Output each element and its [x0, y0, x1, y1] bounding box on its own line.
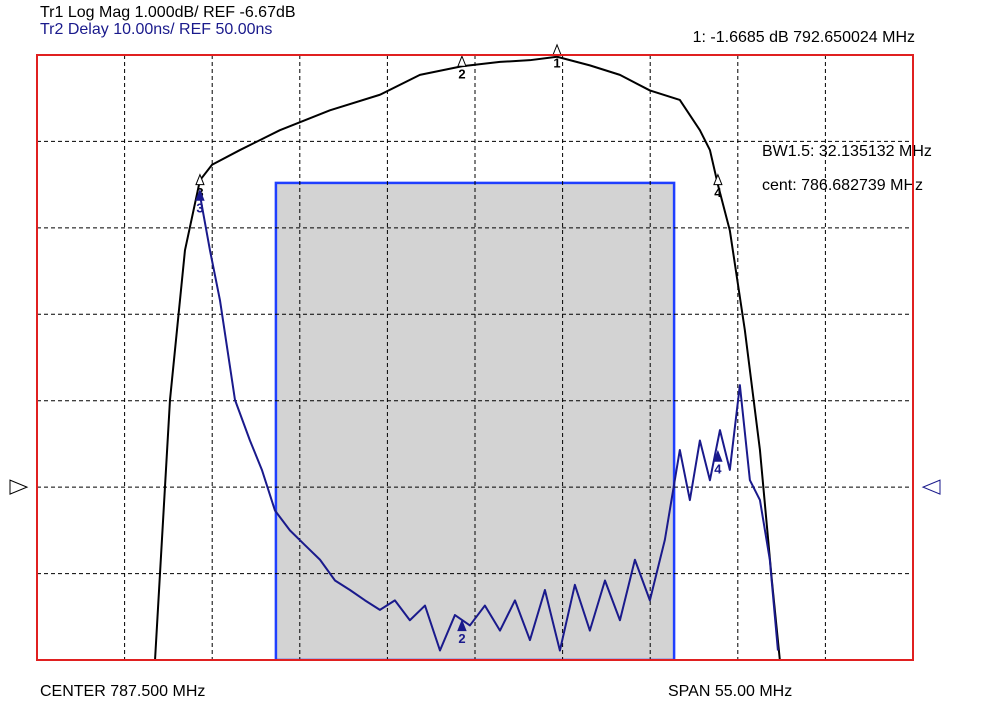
marker	[552, 43, 562, 56]
trace1-header: Tr1 Log Mag 1.000dB/ REF -6.67dB	[40, 4, 296, 21]
marker-label: 4	[714, 462, 722, 477]
overlay: 1234234	[9, 43, 941, 661]
plot-border	[36, 54, 914, 661]
marker	[457, 54, 467, 67]
trace2-header: Tr2 Delay 10.00ns/ REF 50.00ns	[40, 21, 272, 38]
center-readout: cent: 786.682739 MHz	[762, 177, 923, 194]
marker	[457, 619, 467, 632]
span-label: SPAN 55.00 MHz	[668, 683, 792, 700]
trace-line	[198, 194, 779, 652]
ref-marker-left	[9, 479, 29, 495]
plot-area	[37, 55, 913, 660]
marker-label: 1	[553, 55, 560, 70]
marker-label: 2	[458, 67, 465, 82]
marker-label: 3	[196, 201, 203, 216]
marker	[713, 173, 723, 186]
marker	[195, 188, 205, 201]
marker-readout: 1: -1.6685 dB 792.650024 MHz	[693, 29, 915, 46]
ref-marker-right	[921, 479, 941, 495]
center-label: CENTER 787.500 MHz	[40, 683, 205, 700]
marker	[195, 173, 205, 186]
marker-label: 2	[458, 631, 465, 646]
marker-label: 4	[714, 185, 722, 200]
bandwidth-readout: BW1.5: 32.135132 MHz	[762, 143, 932, 160]
trace-line	[154, 55, 781, 660]
marker	[713, 449, 723, 462]
